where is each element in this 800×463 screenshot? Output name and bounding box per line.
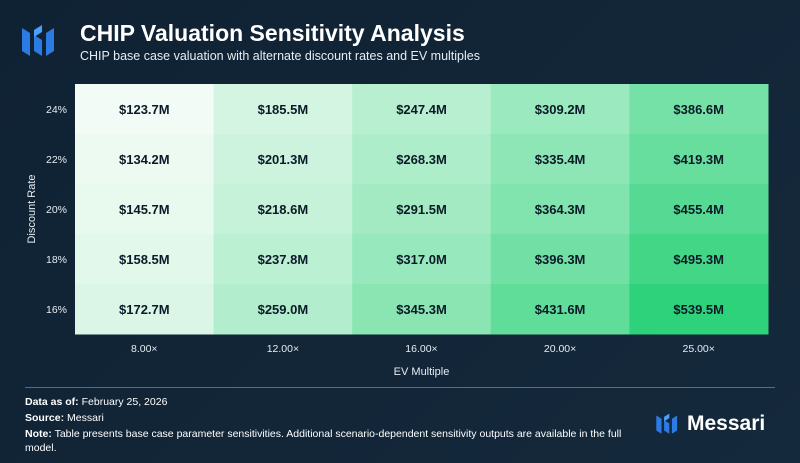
heatmap-cell — [75, 184, 215, 235]
x-tick-label: 16.00× — [405, 343, 437, 355]
brand-name: Messari — [687, 412, 766, 435]
heatmap-cell — [213, 84, 353, 135]
y-tick-label: 20% — [46, 204, 67, 216]
heatmap-cell — [352, 134, 492, 185]
heatmap-cell — [75, 84, 215, 135]
y-tick-label: 18% — [46, 254, 67, 266]
heatmap-cell — [352, 234, 492, 285]
cell-label: $364.3M — [535, 202, 586, 217]
heatmap-cell — [490, 184, 630, 235]
cell-label: $123.7M — [119, 102, 170, 117]
y-tick-label: 16% — [46, 304, 67, 316]
cell-label: $247.4M — [396, 102, 447, 117]
footer-date: Data as of: February 25, 2026 — [25, 395, 167, 409]
heatmap-cell — [213, 184, 353, 235]
brand-logo: Messari — [655, 409, 765, 439]
source-value: Messari — [67, 412, 104, 424]
heatmap-cell — [352, 184, 492, 235]
source-label: Source: — [25, 412, 65, 424]
y-tick-label: 24% — [46, 104, 67, 116]
page-subtitle: CHIP base case valuation with alternate … — [80, 49, 480, 63]
heatmap-cell — [629, 134, 769, 185]
cell-label: $145.7M — [119, 202, 170, 217]
messari-brand-icon — [656, 413, 678, 434]
heatmap-cell — [75, 234, 215, 285]
cell-label: $539.5M — [673, 302, 724, 317]
cell-label: $431.6M — [535, 302, 586, 317]
cell-label: $268.3M — [396, 152, 447, 167]
cell-label: $317.0M — [396, 252, 447, 267]
heatmap-cell — [352, 284, 492, 335]
cell-label: $345.3M — [396, 302, 447, 317]
x-tick-label: 12.00× — [267, 343, 299, 355]
cell-label: $185.5M — [258, 102, 309, 117]
cell-label: $291.5M — [396, 202, 447, 217]
cell-label: $237.8M — [258, 252, 309, 267]
cell-label: $495.3M — [673, 252, 724, 267]
y-tick-label: 22% — [46, 154, 67, 166]
heatmap-cell — [490, 234, 630, 285]
heatmap-cell — [629, 284, 769, 335]
cell-label: $158.5M — [119, 252, 170, 267]
cell-label: $172.7M — [119, 302, 170, 317]
heatmap-cell — [75, 134, 215, 185]
heatmap-cell — [213, 234, 353, 285]
note-label: Note: — [25, 428, 52, 440]
heatmap-cell — [213, 134, 353, 185]
heatmap-cell — [629, 184, 769, 235]
heatmap-cell — [490, 284, 630, 335]
note-value: Table presents base case parameter sensi… — [25, 428, 622, 454]
heatmap-cell — [213, 284, 353, 335]
x-axis-title: EV Multiple — [394, 366, 450, 378]
heatmap-cell — [352, 84, 492, 135]
page-title: CHIP Valuation Sensitivity Analysis — [80, 20, 465, 46]
cell-label: $455.4M — [673, 202, 724, 217]
heatmap-cell — [75, 284, 215, 335]
cell-label: $309.2M — [535, 102, 586, 117]
messari-logo-icon — [22, 25, 54, 56]
x-tick-label: 20.00× — [544, 343, 576, 355]
heatmap-cell — [629, 84, 769, 135]
cell-label: $419.3M — [673, 152, 724, 167]
y-axis-title: Discount Rate — [26, 174, 38, 243]
x-tick-label: 25.00× — [682, 343, 714, 355]
date-label: Data as of: — [25, 396, 79, 408]
heatmap-cell — [490, 134, 630, 185]
x-tick-label: 8.00× — [131, 343, 158, 355]
heatmap-chart: $123.7M $185.5M $247.4M $309.2M $386.6M $134.… — [26, 84, 769, 378]
footer-source: Source: Messari — [25, 411, 104, 425]
heatmap-cell — [490, 84, 630, 135]
cell-label: $396.3M — [535, 252, 586, 267]
cell-label: $386.6M — [673, 102, 724, 117]
cell-label: $335.4M — [535, 152, 586, 167]
footer-divider — [25, 387, 775, 388]
cell-label: $218.6M — [258, 202, 309, 217]
footer-note: Note: Table presents base case parameter… — [25, 427, 625, 455]
heatmap-cell — [629, 234, 769, 285]
cell-label: $134.2M — [119, 152, 170, 167]
date-value: February 25, 2026 — [81, 396, 168, 408]
cell-label: $201.3M — [258, 152, 309, 167]
cell-label: $259.0M — [258, 302, 309, 317]
